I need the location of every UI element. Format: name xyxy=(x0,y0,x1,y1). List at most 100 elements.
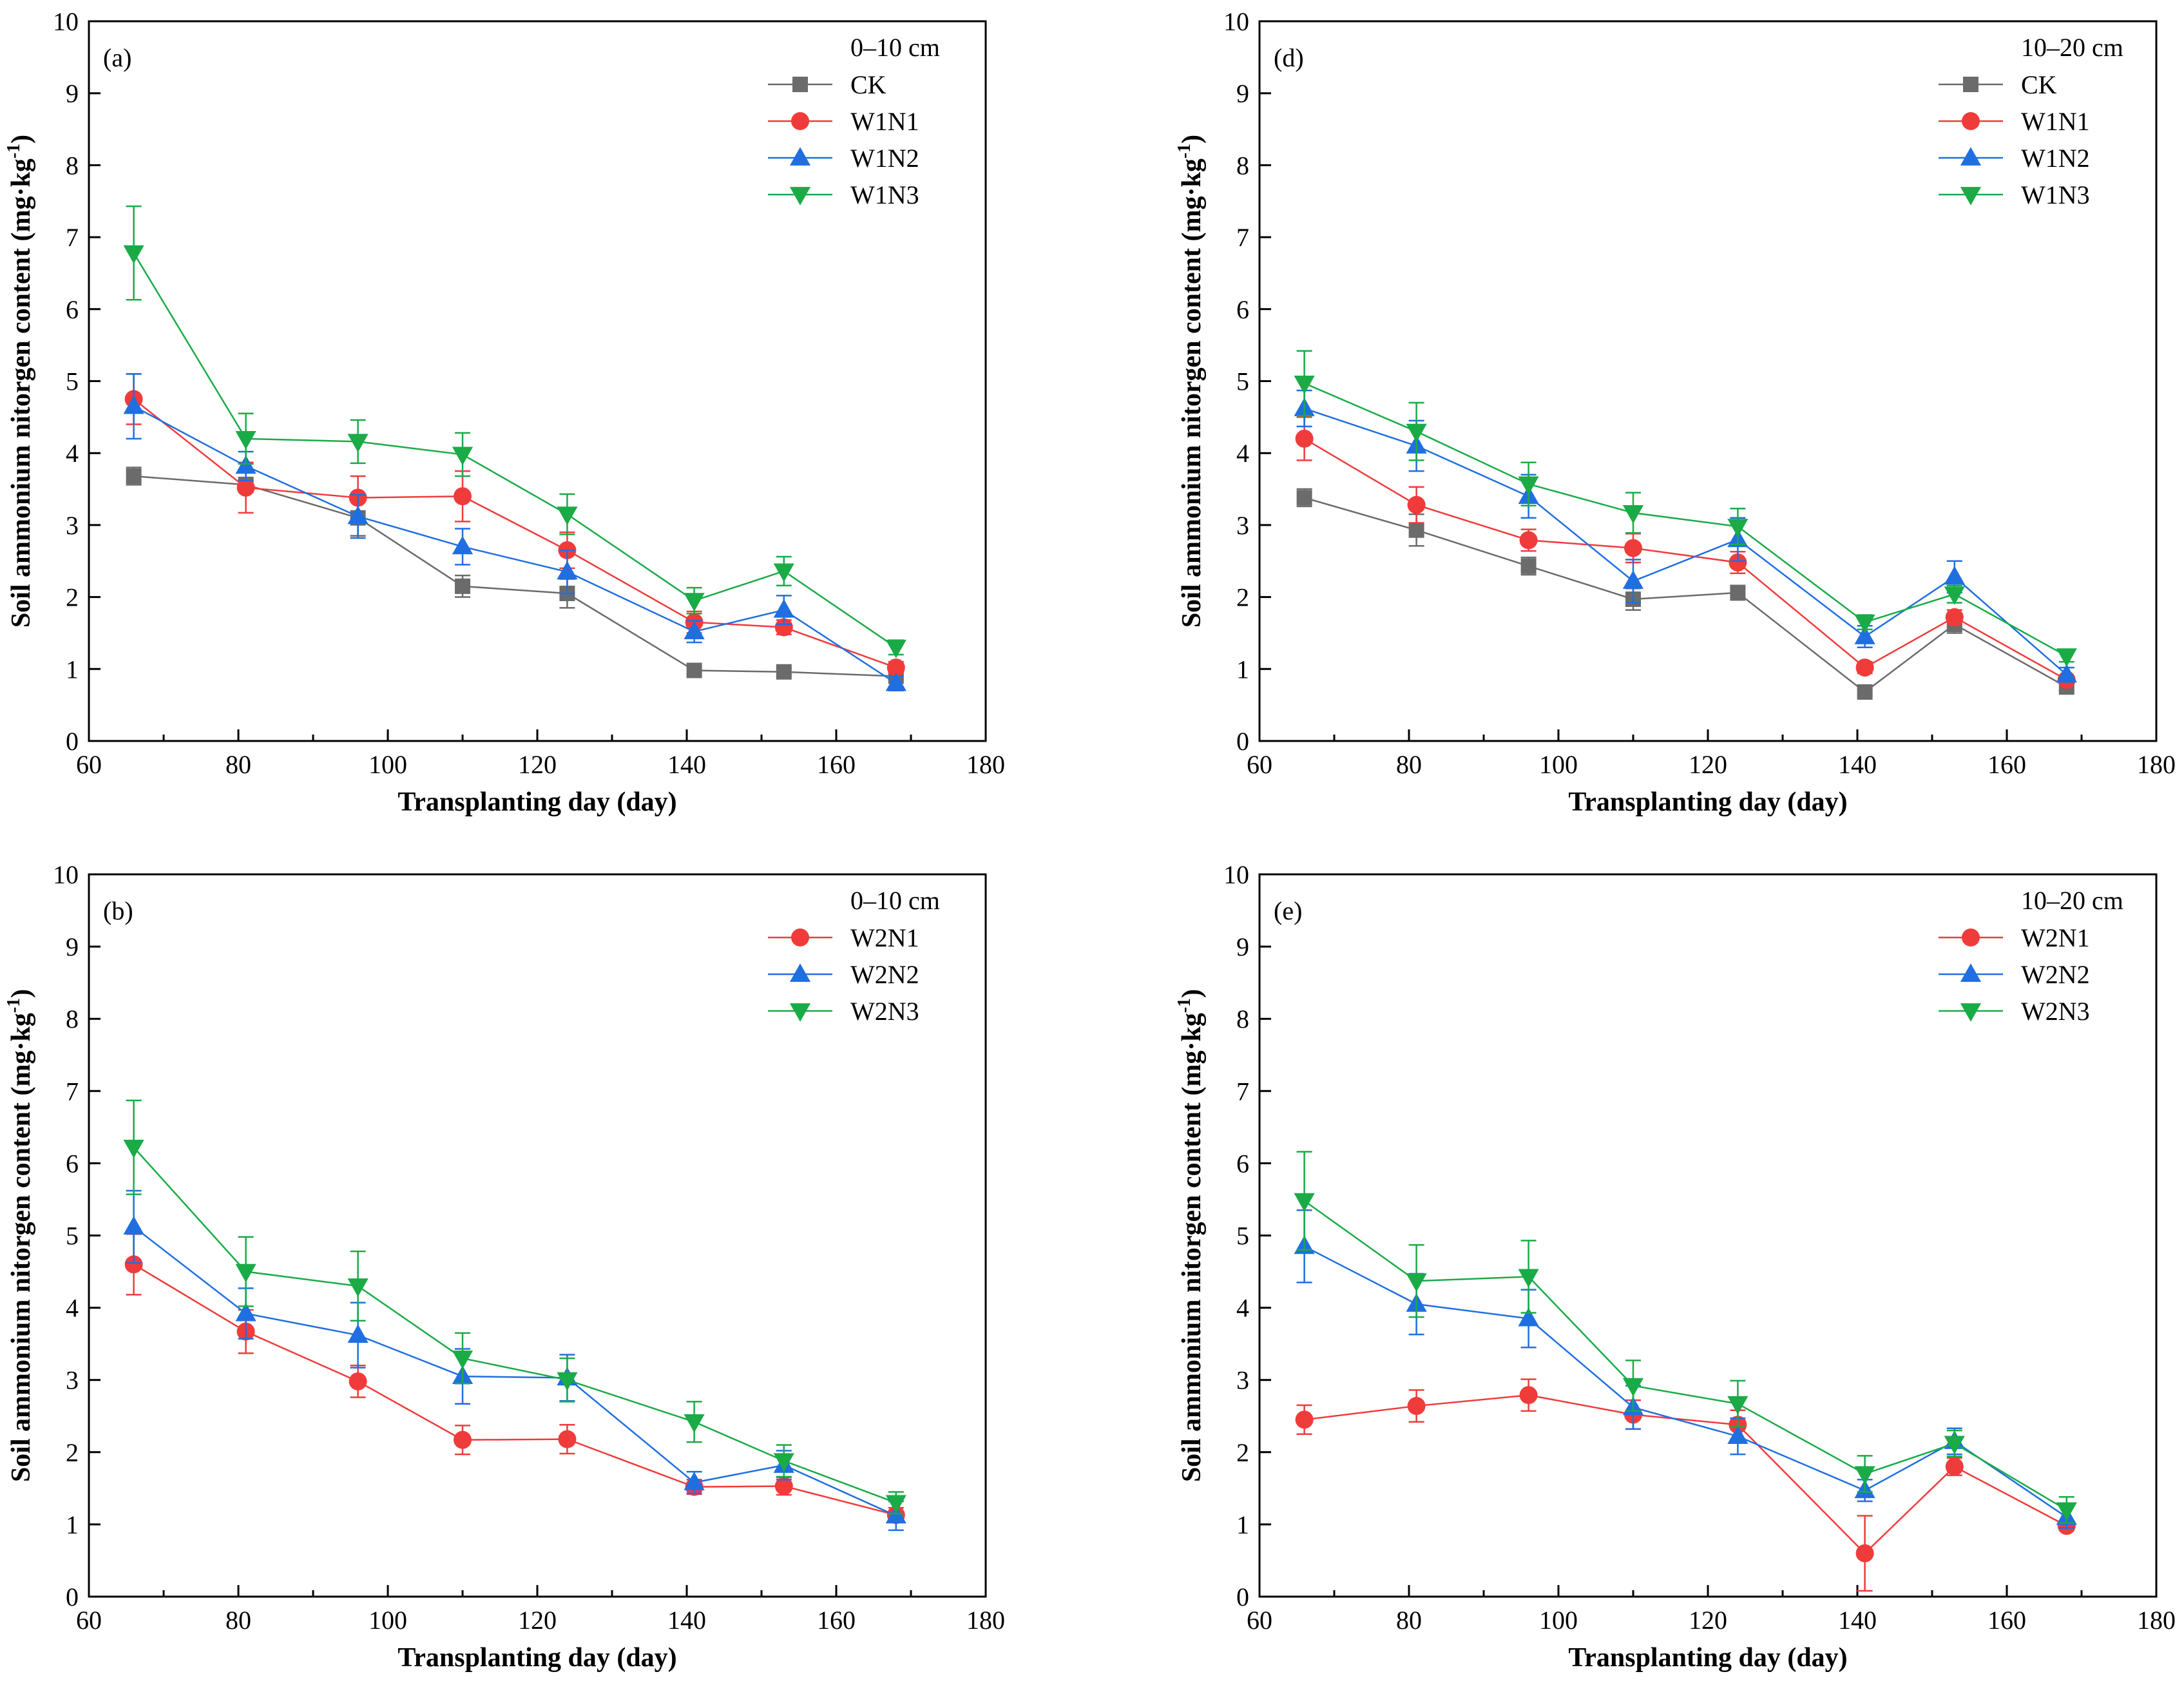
y-tick-label: 8 xyxy=(1236,1005,1249,1033)
data-point xyxy=(124,1255,143,1274)
data-point xyxy=(1624,539,1642,557)
data-point xyxy=(1406,1273,1427,1292)
data-point xyxy=(1622,505,1644,524)
data-point xyxy=(1855,659,1874,677)
y-axis-title: Soil ammonium nitorgen content (mg·kg-1) xyxy=(1174,989,1207,1482)
y-tick-label: 9 xyxy=(66,932,79,961)
data-point xyxy=(452,535,474,555)
y-axis-title-close: ) xyxy=(6,989,36,998)
data-point xyxy=(1854,614,1875,633)
series-line-W2N2 xyxy=(1304,1245,2067,1518)
data-point xyxy=(1727,1425,1748,1445)
legend-label: W2N2 xyxy=(2021,960,2090,989)
y-tick-label: 1 xyxy=(1236,1510,1249,1539)
data-point xyxy=(123,395,144,414)
y-tick-label: 0 xyxy=(1236,727,1249,756)
series-W1N2 xyxy=(123,373,906,692)
y-tick-label: 9 xyxy=(66,79,79,108)
data-point xyxy=(123,1139,144,1158)
legend-label: W2N3 xyxy=(2021,997,2090,1026)
chart-panel-3: 0 1 2 3 4 5 6 7 8 9 10 60 80 100 120 140 160 180 Transplan… xyxy=(1174,860,2176,1673)
data-point xyxy=(1294,375,1315,394)
series-line-W1N2 xyxy=(133,405,897,684)
data-point xyxy=(1296,490,1312,506)
y-tick-label: 10 xyxy=(1223,860,1249,889)
x-tick-label: 60 xyxy=(1247,750,1272,779)
data-point xyxy=(776,664,792,680)
legend-label: W1N3 xyxy=(850,180,919,209)
data-point xyxy=(1944,1436,1965,1455)
y-axis-title-main: Soil ammonium nitorgen content (mg·kg xyxy=(1177,1013,1207,1482)
x-tick-label: 60 xyxy=(1247,1606,1272,1635)
data-point xyxy=(236,478,255,497)
data-point xyxy=(1408,522,1424,538)
data-point xyxy=(1518,1269,1539,1288)
series-W2N1 xyxy=(124,1233,905,1524)
y-axis-title: Soil ammonium nitorgen content (mg·kg-1) xyxy=(4,989,36,1482)
chart-panel-2: 0 1 2 3 4 5 6 7 8 9 10 60 80 100 120 140 160 180 Transplan… xyxy=(4,860,1005,1673)
data-point xyxy=(2056,1502,2077,1521)
data-point xyxy=(1406,423,1427,443)
legend-marker xyxy=(789,1003,811,1022)
legend-marker xyxy=(1960,963,1982,982)
y-tick-label: 10 xyxy=(53,860,79,889)
y-tick-label: 8 xyxy=(66,1005,79,1033)
x-tick-label: 160 xyxy=(817,1606,856,1635)
legend-marker xyxy=(791,928,809,947)
legend: 10–20 cm W2N1 W2N2 W2N3 xyxy=(1939,886,2123,1026)
legend-title: 10–20 cm xyxy=(2021,33,2123,62)
data-point xyxy=(1944,586,1965,605)
legend-marker xyxy=(1960,147,1982,166)
data-point xyxy=(557,561,578,580)
x-tick-label: 100 xyxy=(1539,750,1578,779)
legend-marker xyxy=(789,147,811,166)
data-point xyxy=(452,1351,474,1369)
y-tick-label: 6 xyxy=(66,295,79,324)
y-tick-label: 1 xyxy=(66,655,79,684)
y-tick-label: 7 xyxy=(66,1077,79,1106)
data-point xyxy=(1944,566,1965,585)
data-point xyxy=(1622,570,1644,589)
series-line-W1N3 xyxy=(1304,382,2067,657)
legend: 10–20 cm CK W1N1 W1N2 W1N3 xyxy=(1939,33,2123,209)
x-tick-label: 120 xyxy=(1689,750,1727,779)
data-point xyxy=(347,505,369,524)
data-point xyxy=(885,639,906,659)
y-tick-label: 8 xyxy=(1236,151,1249,180)
y-tick-label: 2 xyxy=(1236,1438,1249,1467)
series-W2N1 xyxy=(1295,1378,2076,1592)
y-tick-label: 10 xyxy=(1223,7,1249,36)
y-tick-label: 4 xyxy=(1236,439,1249,468)
x-axis-title: Transplanting day (day) xyxy=(1568,787,1847,817)
y-tick-label: 2 xyxy=(66,1438,79,1467)
series-line-W2N1 xyxy=(1304,1394,2067,1555)
y-tick-label: 1 xyxy=(66,1510,79,1539)
legend-label: W1N3 xyxy=(2021,180,2090,209)
x-axis-title: Transplanting day (day) xyxy=(398,1643,676,1673)
x-tick-label: 180 xyxy=(2137,1606,2176,1635)
data-point xyxy=(1727,1396,1748,1415)
legend-label: W1N2 xyxy=(850,144,919,173)
data-point xyxy=(1727,519,1748,537)
legend-marker xyxy=(1962,928,1980,947)
data-point xyxy=(774,618,793,637)
legend: 0–10 cm W2N1 W2N2 W2N3 xyxy=(768,886,940,1026)
data-point xyxy=(123,245,144,264)
data-point xyxy=(1518,476,1539,495)
legend-label: W2N1 xyxy=(850,923,919,952)
data-point xyxy=(1855,1544,1874,1562)
legend-title: 10–20 cm xyxy=(2021,886,2123,915)
legend-label: CK xyxy=(850,70,886,99)
legend-marker xyxy=(1963,77,1978,92)
x-tick-label: 80 xyxy=(1396,750,1422,779)
y-tick-label: 4 xyxy=(1236,1294,1249,1323)
data-point xyxy=(1519,1386,1538,1405)
data-point xyxy=(885,1495,906,1514)
data-point xyxy=(347,1278,369,1297)
legend-marker xyxy=(789,187,811,206)
x-tick-label: 60 xyxy=(76,750,102,779)
legend-title: 0–10 cm xyxy=(850,886,940,915)
y-tick-label: 7 xyxy=(1236,1077,1249,1106)
data-point xyxy=(1294,1193,1315,1212)
